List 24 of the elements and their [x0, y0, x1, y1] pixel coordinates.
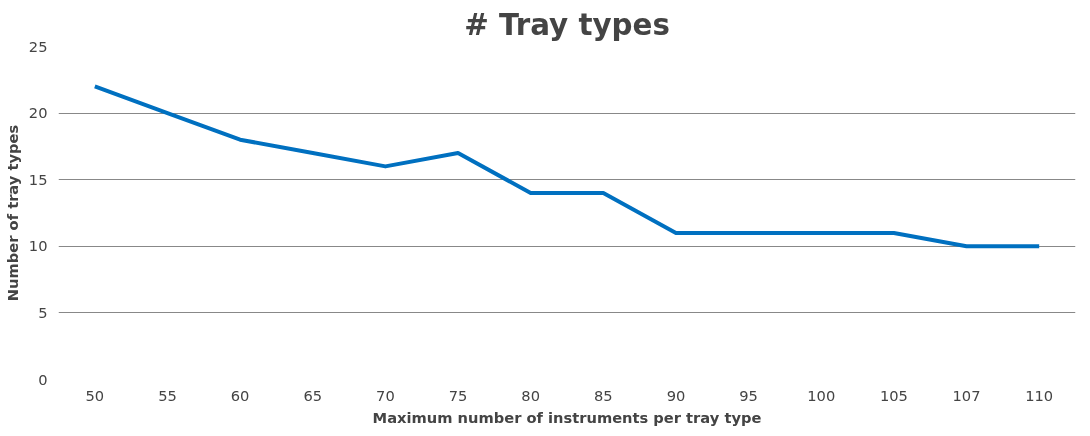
x-tick-label: 55 [158, 386, 177, 404]
y-tick-label: 25 [28, 37, 48, 55]
x-tick-label: 105 [879, 386, 908, 404]
y-tick-label: 20 [28, 104, 48, 122]
x-tick-label: 60 [230, 386, 250, 404]
x-tick-label: 50 [85, 386, 105, 404]
y-tick-label: 0 [38, 370, 48, 388]
x-tick-label: 85 [594, 386, 613, 404]
x-tick-label: 107 [952, 386, 981, 404]
chart-title: # Tray types [464, 7, 670, 42]
x-axis-title: Maximum number of instruments per tray type [372, 408, 762, 426]
x-tick-label: 110 [1025, 386, 1054, 404]
y-tick-label: 15 [28, 170, 48, 188]
y-axis-title: Number of tray types [3, 124, 21, 302]
line-series [92, 84, 1042, 249]
x-tick-label: 90 [666, 386, 686, 404]
x-tick-label: 100 [807, 386, 836, 404]
x-tick-label: 80 [521, 386, 541, 404]
y-tick-label: 5 [38, 303, 48, 321]
y-tick-label: 10 [28, 237, 48, 255]
x-tick-label: 65 [303, 386, 323, 404]
x-tick-label: 70 [376, 386, 395, 404]
x-tick-label: 75 [448, 386, 468, 404]
x-tick-label: 95 [739, 386, 758, 404]
